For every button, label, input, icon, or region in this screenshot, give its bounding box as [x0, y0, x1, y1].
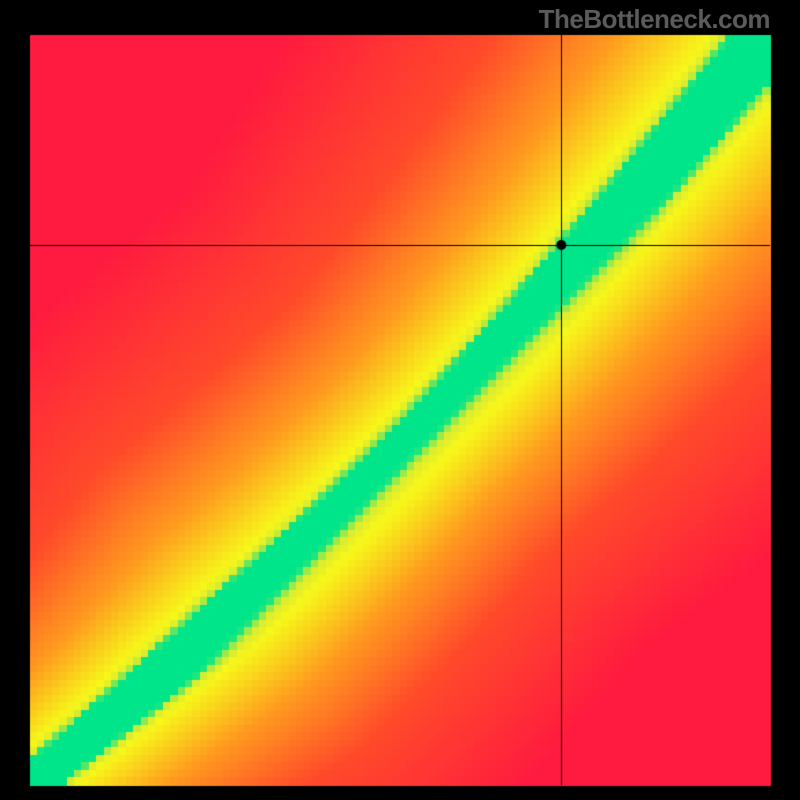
bottleneck-heatmap	[0, 0, 800, 800]
watermark-text: TheBottleneck.com	[539, 4, 770, 35]
chart-container: TheBottleneck.com	[0, 0, 800, 800]
